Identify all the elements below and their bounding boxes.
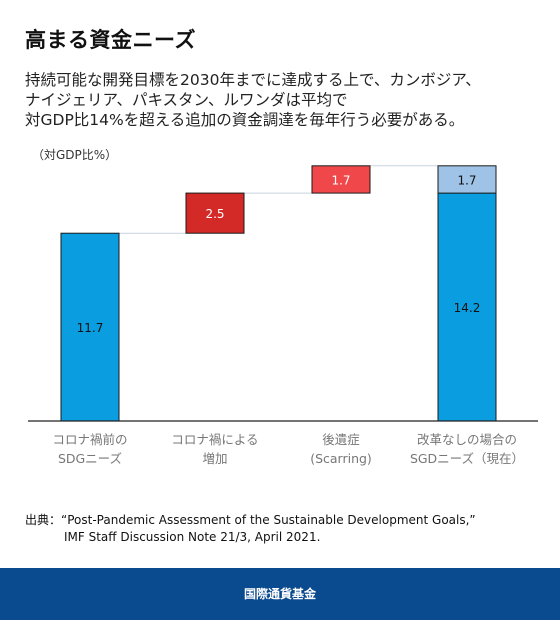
bar-value-label: 14.2 xyxy=(454,301,481,315)
source-prefix: 出典： xyxy=(25,513,62,527)
bar xyxy=(437,192,497,422)
bar-value-label: 11.7 xyxy=(77,321,104,335)
subtitle-line: ナイジェリア、パキスタン、ルワンダは平均で xyxy=(25,91,348,109)
category-label: SGDニーズ（現在） xyxy=(410,451,524,466)
category-label: 後遺症 xyxy=(322,432,360,447)
chart-subtitle: 持続可能な開発目標を2030年までに達成する上で、カンボジア、 ナイジェリア、パ… xyxy=(25,70,545,130)
category-label: コロナ禍による xyxy=(171,432,258,447)
category-label: (Scarring) xyxy=(310,451,372,466)
category-label: 改革なしの場合の xyxy=(417,432,517,447)
chart-title: 高まる資金ニーズ xyxy=(25,28,196,52)
source-note: 出典：“Post-Pandemic Assessment of the Sust… xyxy=(25,512,476,546)
bar-value-label: 1.7 xyxy=(457,173,476,187)
footer-bar: 国際通貨基金 xyxy=(0,568,560,620)
category-label: 増加 xyxy=(202,451,227,466)
bar-value-label: 1.7 xyxy=(331,173,350,187)
bar xyxy=(311,165,371,194)
category-label: SDGニーズ xyxy=(58,451,122,466)
bar xyxy=(437,165,497,194)
bar xyxy=(185,192,245,234)
bar xyxy=(60,232,120,422)
source-line-2: IMF Staff Discussion Note 21/3, April 20… xyxy=(64,530,321,544)
bar-value-label: 2.5 xyxy=(205,207,224,221)
category-label: コロナ禍前の xyxy=(52,432,127,447)
footer-label: 国際通貨基金 xyxy=(243,587,316,601)
source-line-1: “Post-Pandemic Assessment of the Sustain… xyxy=(61,513,476,527)
subtitle-line: 持続可能な開発目標を2030年までに達成する上で、カンボジア、 xyxy=(25,71,481,89)
unit-label: （対GDP比%） xyxy=(32,148,118,162)
subtitle-line: 対GDP比14%を超える追加の資金調達を毎年行う必要がある。 xyxy=(25,111,465,129)
